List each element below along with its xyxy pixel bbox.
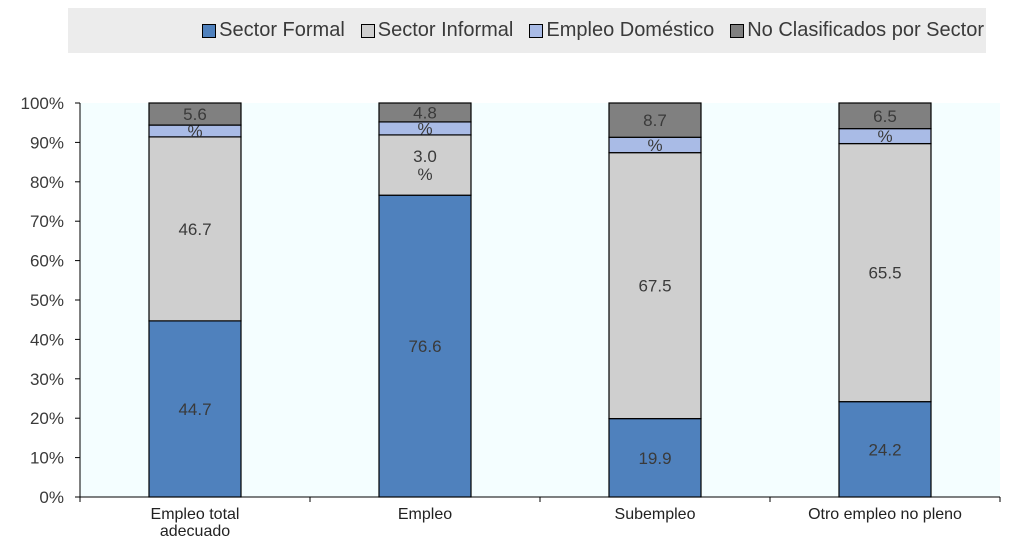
data-label: 3.0 bbox=[413, 147, 437, 166]
bar-segment bbox=[838, 401, 932, 498]
data-label: 24.2 bbox=[868, 440, 901, 459]
y-tick-label: 100% bbox=[21, 94, 64, 113]
y-tick-label: 20% bbox=[30, 409, 64, 428]
category-label: adecuado bbox=[160, 523, 230, 537]
y-tick-label: 60% bbox=[30, 252, 64, 271]
y-tick-label: 80% bbox=[30, 173, 64, 192]
data-label: 44.7 bbox=[178, 400, 211, 419]
y-tick-label: 10% bbox=[30, 449, 64, 468]
legend-label: Sector Informal bbox=[377, 19, 514, 41]
data-label: 4.8 bbox=[413, 103, 437, 122]
legend-item: No Clasificados por Sector bbox=[730, 19, 984, 42]
legend-swatch bbox=[529, 23, 544, 38]
data-label: 5.6 bbox=[183, 105, 207, 124]
legend-swatch bbox=[360, 23, 375, 38]
data-label: 8.7 bbox=[643, 111, 667, 130]
data-label: % bbox=[187, 122, 202, 141]
y-tick-label: 50% bbox=[30, 291, 64, 310]
bar-segment bbox=[378, 102, 472, 123]
bar-segment bbox=[148, 320, 242, 498]
legend-label: Empleo Doméstico bbox=[546, 19, 715, 41]
bar-segment bbox=[378, 134, 472, 196]
category-label: Subempleo bbox=[615, 506, 696, 523]
legend-label: No Clasificados por Sector bbox=[747, 19, 984, 41]
y-tick-label: 30% bbox=[30, 370, 64, 389]
chart-legend: Sector Formal Sector Informal Empleo Domés… bbox=[68, 8, 986, 53]
bar-segment bbox=[378, 194, 472, 498]
data-label: 6.5 bbox=[873, 107, 897, 126]
bar-segment bbox=[608, 417, 702, 498]
data-label: 46.7 bbox=[178, 220, 211, 239]
y-tick-label: 40% bbox=[30, 330, 64, 349]
legend-item: Sector Informal bbox=[360, 19, 514, 42]
bar-segment bbox=[838, 142, 932, 403]
data-label: % bbox=[877, 127, 892, 146]
legend-swatch bbox=[202, 23, 217, 38]
legend-item: Sector Formal bbox=[202, 19, 345, 42]
bar-segment bbox=[148, 102, 242, 126]
category-label: Empleo bbox=[398, 506, 452, 523]
data-label: % bbox=[417, 165, 432, 184]
y-tick-label: 0% bbox=[39, 488, 64, 507]
y-tick-label: 90% bbox=[30, 133, 64, 152]
bar-segment bbox=[838, 102, 932, 130]
y-tick-label: 70% bbox=[30, 212, 64, 231]
data-label: % bbox=[417, 119, 432, 138]
data-label: % bbox=[647, 136, 662, 155]
data-label: 19.9 bbox=[638, 449, 671, 468]
data-label: 67.5 bbox=[638, 277, 671, 296]
category-label: Empleo total bbox=[151, 506, 240, 523]
legend-item: Empleo Doméstico bbox=[529, 19, 714, 42]
data-label: 65.5 bbox=[868, 264, 901, 283]
legend-label: Sector Formal bbox=[219, 19, 345, 41]
category-label: Otro empleo no pleno bbox=[808, 506, 962, 523]
bar-segment bbox=[608, 102, 702, 138]
legend-swatch bbox=[730, 23, 745, 38]
bar-segment bbox=[608, 152, 702, 420]
data-label: 76.6 bbox=[408, 337, 441, 356]
